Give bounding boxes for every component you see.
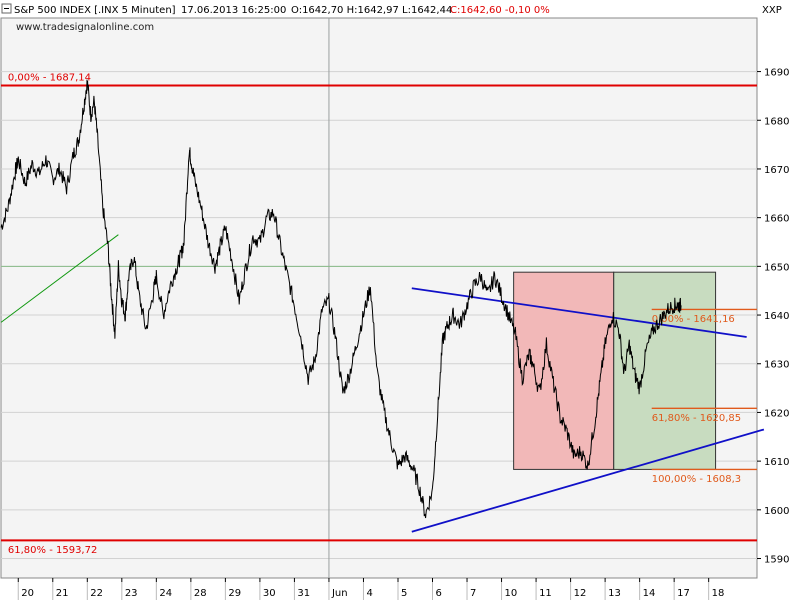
fib-upper-61-8-label: 61,80% - 1620,85 (652, 413, 741, 424)
pink-zone (513, 271, 615, 470)
trendlines (0, 234, 765, 533)
header-ohlc: O:1642,70 H:1642,97 L:1642,44 (291, 5, 452, 16)
header-symbol: S&P 500 INDEX [.INX 5 Minuten] (14, 5, 176, 16)
x-tick-label: 24 (159, 588, 172, 599)
y-tick-label: 1620 (764, 408, 789, 419)
x-tick-label: Jun (331, 588, 348, 599)
price-series (0, 79, 682, 519)
y-tick-label: 1640 (764, 311, 789, 322)
x-tick-label: 17 (677, 588, 690, 599)
x-tick-label: 14 (643, 588, 656, 599)
x-tick-label: 7 (470, 588, 476, 599)
x-tick-label: 22 (90, 588, 103, 599)
x-tick-label: 23 (125, 588, 138, 599)
x-tick-label: 30 (263, 588, 276, 599)
axis-label: XXP (762, 5, 782, 16)
x-tick-label: 21 (56, 588, 69, 599)
green-trendline (0, 234, 119, 323)
x-axis: 20 21 22 23 24 28 29 30 31 Jun 4 5 6 7 10 11 12 13 14 17 18 (17, 578, 725, 600)
x-tick-label: 31 (297, 588, 310, 599)
x-tick-label: 4 (366, 588, 372, 599)
y-tick-label: 1690 (764, 68, 789, 79)
x-tick-label: 11 (539, 588, 552, 599)
y-tick-label: 1660 (764, 214, 789, 225)
y-tick-label: 1630 (764, 360, 789, 371)
y-tick-label: 1680 (764, 116, 789, 127)
collapse-toggle[interactable] (1, 3, 12, 14)
fib-0-label: 0,00% - 1687,14 (8, 73, 91, 84)
x-tick-label: 12 (574, 588, 587, 599)
y-tick-label: 1590 (764, 555, 789, 566)
header-close-change: C:1642,60 -0,10 0% (450, 5, 550, 16)
y-tick-label: 1610 (764, 457, 789, 468)
green-zone (613, 271, 717, 470)
y-tick-label: 1670 (764, 165, 789, 176)
x-tick-label: 6 (436, 588, 442, 599)
x-tick-label: 18 (712, 588, 725, 599)
fib-61-8-label: 61,80% - 1593,72 (8, 545, 97, 556)
x-tick-label: 29 (228, 588, 241, 599)
header-datetime: 17.06.2013 16:25:00 (181, 5, 286, 16)
x-tick-label: 20 (21, 588, 34, 599)
x-tick-label: 10 (505, 588, 518, 599)
y-tick-label: 1650 (764, 262, 789, 273)
x-tick-label: 28 (194, 588, 207, 599)
fib-upper-100-label: 100,00% - 1608,3 (652, 474, 741, 485)
zones (513, 271, 717, 470)
price-line (0, 79, 682, 519)
x-tick-label: 5 (401, 588, 407, 599)
fib-upper-0-label: 0,00% - 1641,16 (652, 314, 735, 325)
upper-trendline (411, 287, 747, 338)
lower-trendline (411, 428, 765, 533)
fibonacci-levels: 0,00% - 1687,14 61,80% - 1593,72 0,00% - 1… (1, 73, 757, 556)
y-tick-label: 1600 (764, 506, 789, 517)
x-tick-label: 13 (608, 588, 621, 599)
y-axis: 1590 1600 1610 1620 1630 1640 1650 1660 1670 1680… (757, 68, 789, 566)
watermark: www.tradesignalonline.com (16, 22, 154, 33)
